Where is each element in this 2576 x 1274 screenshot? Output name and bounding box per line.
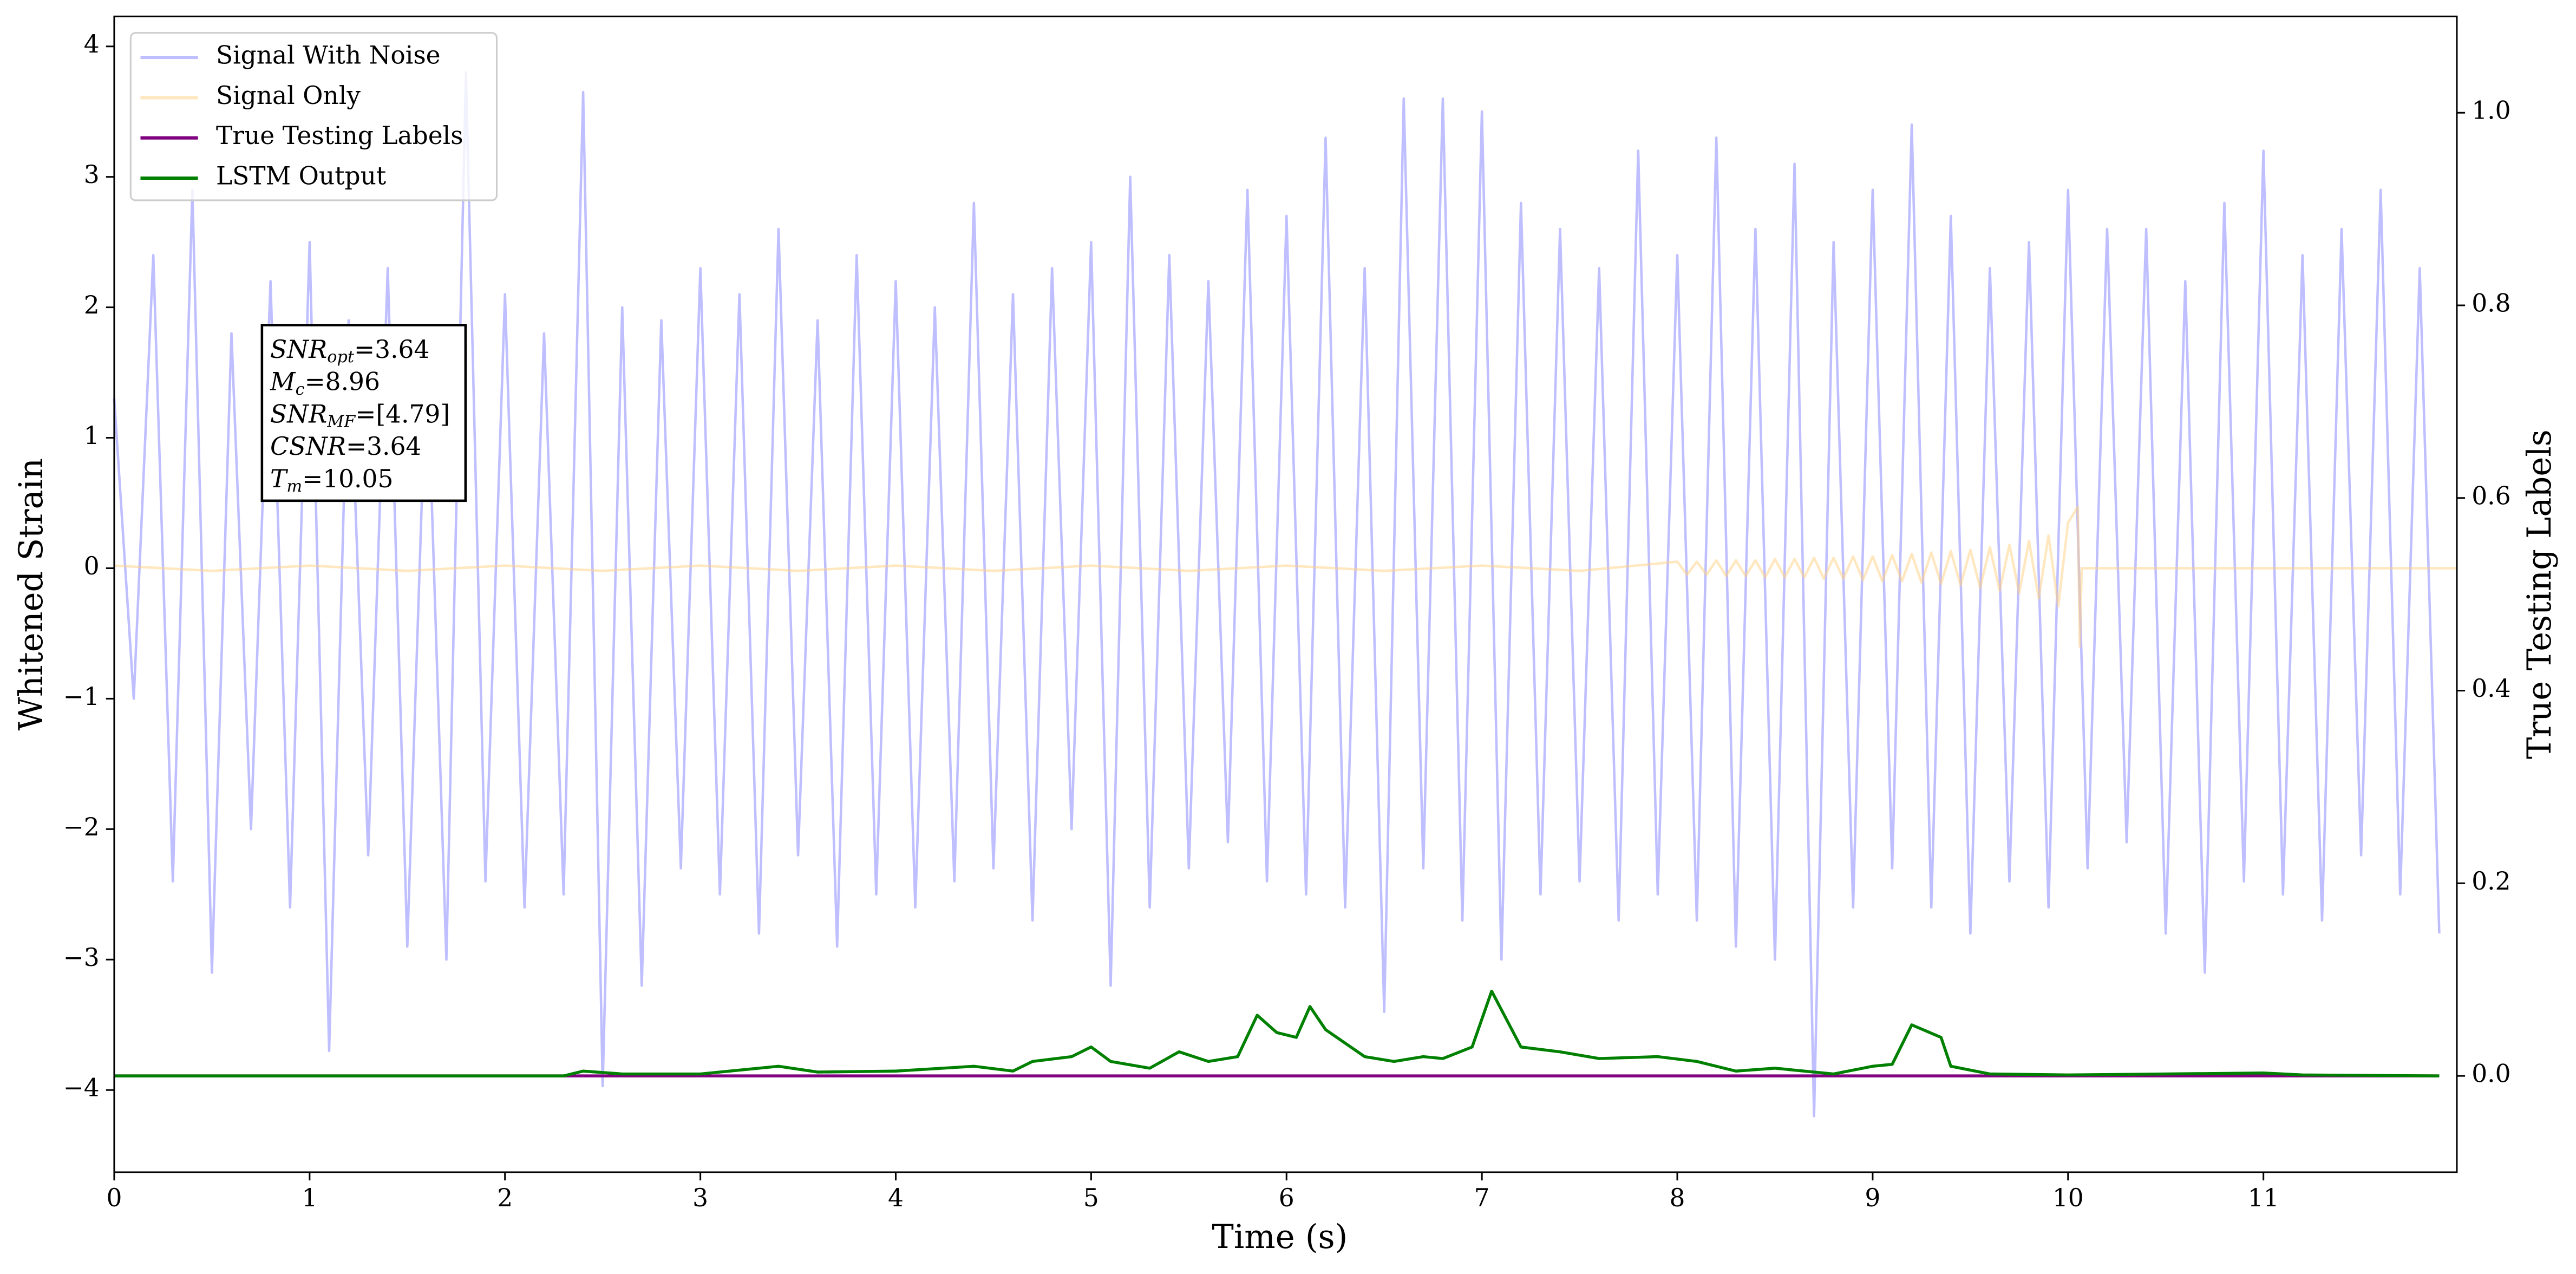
- annotation-main: SNR: [270, 335, 327, 363]
- annotation-main: SNR: [270, 400, 327, 428]
- y-tick-label: −2: [63, 813, 100, 841]
- axes-frame: [113, 15, 2458, 1173]
- y2-tick-label: 0.6: [2472, 481, 2510, 510]
- annotation-line: SNRopt=3.64: [270, 335, 429, 367]
- y2-tick-label: 0.2: [2472, 867, 2510, 896]
- plot-area: [113, 71, 2457, 1118]
- series-line: [114, 989, 2440, 1077]
- legend-box: [129, 32, 498, 201]
- x-tick-label: 0: [106, 1184, 122, 1212]
- annotation-sub: c: [296, 380, 305, 399]
- x-tick-label: 10: [2052, 1184, 2084, 1212]
- y-tick-label: 2: [84, 291, 100, 319]
- x-tick-label: 2: [497, 1184, 513, 1212]
- y-tick-label: 0: [84, 552, 100, 580]
- x-tick-label: 6: [1279, 1184, 1294, 1212]
- x-tick-label: 5: [1083, 1184, 1099, 1212]
- annotation-line: SNRMF=[4.79]: [270, 400, 450, 432]
- y-tick-label: −3: [63, 943, 100, 972]
- annotation-main: M: [270, 367, 296, 396]
- legend-label: Signal Only: [216, 81, 361, 110]
- y-tick-label: 4: [84, 30, 100, 58]
- y2-tick-label: 0.0: [2472, 1060, 2510, 1088]
- series-line: [114, 505, 2457, 648]
- annotation-rest: =[4.79]: [355, 400, 450, 428]
- y-tick-label: 1: [84, 421, 100, 450]
- annotation-sub: opt: [327, 348, 355, 367]
- legend-label: Signal With Noise: [216, 41, 441, 70]
- legend: Signal With Noise Signal Only True Testing…: [129, 32, 498, 201]
- x-tick-label: 1: [302, 1184, 317, 1212]
- x-tick-label: 4: [888, 1184, 904, 1212]
- annotation-sub: m: [286, 477, 302, 496]
- annotation-line: CSNR=3.64: [270, 432, 421, 461]
- x-tick-label: 9: [1865, 1184, 1880, 1212]
- x-tick-label: 11: [2248, 1184, 2279, 1212]
- legend-label: LSTM Output: [216, 161, 386, 190]
- annotation-rest: =8.96: [305, 367, 380, 396]
- y2-tick-label: 0.4: [2472, 674, 2510, 703]
- y-axis-label: Whitened Strain: [12, 458, 50, 730]
- y-tick-label: −1: [63, 682, 100, 711]
- annotation-sub: MF: [326, 412, 356, 431]
- annotation-rest: =3.64: [346, 432, 421, 461]
- annotation-box: SNRopt=3.64Mc=8.96SNRMF=[4.79]CSNR=3.64T…: [260, 324, 467, 502]
- annotation-rest: =3.64: [354, 335, 429, 363]
- y2-tick-label: 0.8: [2472, 289, 2510, 317]
- y-tick-label: 3: [84, 160, 100, 189]
- y2-tick-label: 1.0: [2472, 96, 2510, 125]
- annotation-main: T: [270, 464, 289, 493]
- annotation-main: CSNR: [270, 432, 346, 461]
- annotation-line: Tm=10.05: [270, 464, 393, 496]
- annotation-line: Mc=8.96: [270, 367, 380, 399]
- legend-label: True Testing Labels: [216, 121, 463, 150]
- x-axis-label: Time (s): [1212, 1218, 1348, 1256]
- annotation-frame: [260, 324, 467, 502]
- x-tick-label: 8: [1670, 1184, 1685, 1212]
- y2-axis-label: True Testing Labels: [2521, 429, 2559, 759]
- y-tick-label: −4: [63, 1074, 100, 1102]
- series-line: [113, 71, 2441, 1118]
- x-tick-label: 7: [1474, 1184, 1490, 1212]
- x-tick-label: 3: [692, 1184, 708, 1212]
- annotation-rest: =10.05: [302, 464, 393, 493]
